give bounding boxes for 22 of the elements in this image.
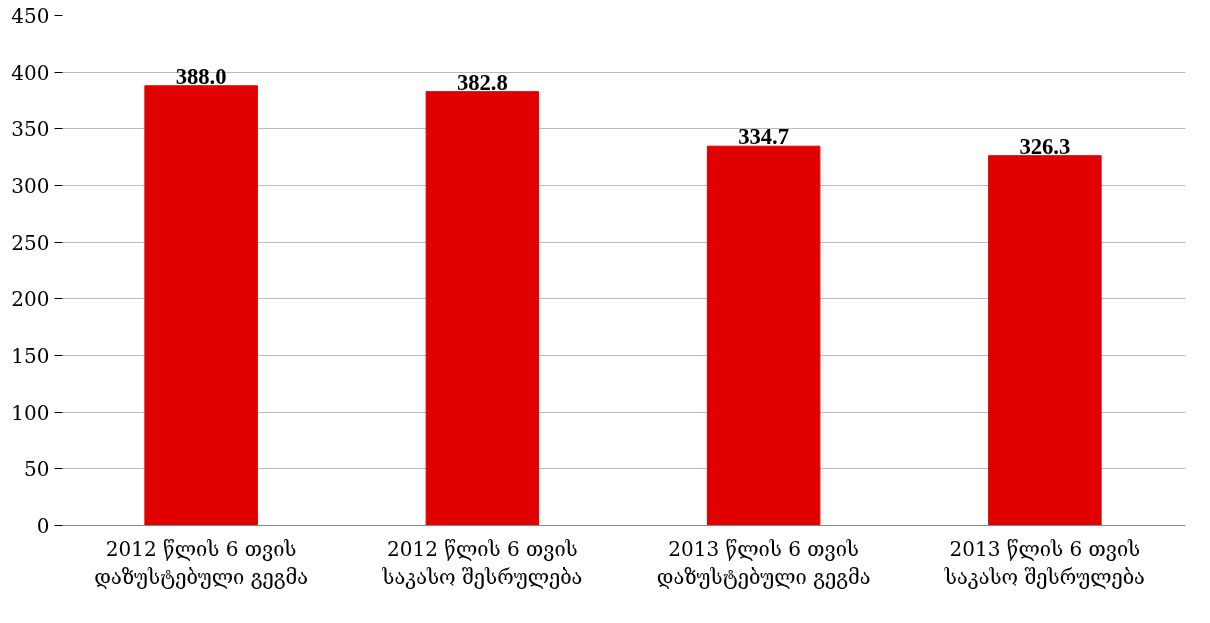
y-tick-label: 150: [11, 344, 50, 368]
y-tick-label: 450: [11, 4, 50, 28]
bar: [144, 85, 258, 526]
bar: [425, 91, 540, 526]
y-tick-label: 400: [11, 60, 50, 85]
x-tick-label: 2013 წლის 6 თვის დაზუსტებული გეგმა: [656, 536, 871, 590]
data-label: 382.8: [456, 69, 508, 95]
y-tick-label: 300: [11, 174, 50, 198]
y-tick-label: 50: [24, 457, 50, 482]
x-tick-label: 2012 წლის 6 თვის დაზუსტებული გეგმა: [94, 536, 308, 590]
data-label: 326.3: [1019, 133, 1071, 159]
y-tick-label: 0: [36, 514, 50, 538]
data-label: 334.7: [738, 124, 790, 150]
bar: [988, 155, 1102, 526]
y-tick-label: 100: [11, 400, 50, 425]
data-label: 388.0: [175, 63, 227, 89]
y-tick-label: 350: [11, 117, 50, 142]
x-tick-label: 2013 წლის 6 თვის საკასო შესრულება: [943, 536, 1145, 590]
bar: [706, 145, 821, 526]
y-tick-label: 200: [11, 287, 50, 312]
x-tick-label: 2012 წლის 6 თვის საკასო შესრულება: [381, 536, 583, 590]
y-tick-label: 250: [11, 230, 50, 255]
